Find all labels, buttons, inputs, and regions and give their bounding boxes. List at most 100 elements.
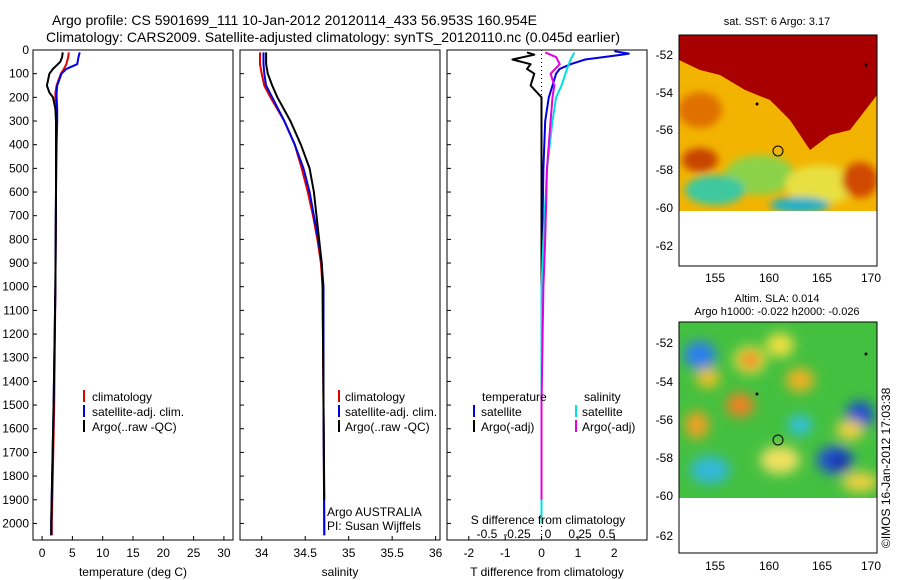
salinity-series bbox=[259, 52, 326, 536]
temperature-x-axis: 0 5 10 15 20 25 30 bbox=[39, 536, 231, 560]
sst-map-frame bbox=[678, 34, 878, 267]
s-tick: -0.5 bbox=[477, 527, 498, 541]
sla-dot bbox=[864, 352, 868, 356]
depth-tick-label: 1700 bbox=[2, 445, 29, 459]
difference-frame bbox=[446, 49, 648, 541]
temperature-xlabel: temperature (deg C) bbox=[79, 565, 187, 579]
x-tick-label: 15 bbox=[126, 546, 140, 560]
lat-tick: -56 bbox=[656, 123, 674, 137]
salinity-xlabel: salinity bbox=[322, 565, 359, 579]
sla-float-marker bbox=[772, 434, 784, 446]
s-tick: 0 bbox=[545, 527, 552, 541]
lat-tick: -58 bbox=[656, 163, 674, 177]
depth-tick-label: 200 bbox=[9, 90, 29, 104]
legend-title-salinity: salinity bbox=[584, 390, 621, 404]
legend-label-s-satellite: satellite bbox=[582, 405, 623, 419]
sst-lat-ticks: -52 -54 -56 -58 -60 -62 bbox=[656, 48, 674, 253]
x-tick-label: 0 bbox=[39, 546, 46, 560]
lat-tick: -52 bbox=[656, 336, 674, 350]
lon-tick: 165 bbox=[812, 271, 832, 285]
temperature-frame bbox=[32, 49, 234, 541]
series-line-sal-satellite bbox=[540, 51, 576, 524]
lat-tick: -56 bbox=[656, 413, 674, 427]
lat-tick: -54 bbox=[656, 86, 674, 100]
difference-series bbox=[511, 50, 630, 540]
depth-tick-label: 600 bbox=[9, 185, 29, 199]
difference-legend: temperature satellite Argo(-adj) salinit… bbox=[473, 390, 635, 434]
legend-label-climatology: climatology bbox=[92, 390, 152, 404]
sst-map-title: sat. SST: 6 Argo: 3.17 bbox=[724, 16, 830, 28]
depth-tick-label: 400 bbox=[9, 138, 29, 152]
depth-tick-label: 800 bbox=[9, 232, 29, 246]
depth-tick-label: 1100 bbox=[3, 303, 29, 317]
lon-tick: 155 bbox=[705, 271, 725, 285]
depth-tick-label: 1900 bbox=[2, 493, 29, 507]
sla-dot bbox=[755, 392, 759, 396]
legend-label-satellite: satellite-adj. clim. bbox=[345, 405, 437, 419]
x-tick-label: 5 bbox=[69, 546, 76, 560]
series-line-satellite bbox=[540, 50, 630, 524]
sla-map-title-line2: Argo h1000: -0.022 h2000: -0.026 bbox=[694, 306, 859, 318]
s-tick: 0.25 bbox=[568, 527, 592, 541]
series-line-argo bbox=[45, 52, 64, 536]
x-tick-label: 2 bbox=[611, 546, 618, 560]
x-tick-label: -1 bbox=[500, 546, 511, 560]
x-tick-label: 30 bbox=[217, 546, 231, 560]
float-pi: PI: Susan Wijffels bbox=[327, 519, 421, 533]
sla-lat-ticks: -52 -54 -56 -58 -60 -62 bbox=[656, 336, 674, 543]
depth-tick-label: 1200 bbox=[2, 327, 29, 341]
difference-xlabel: T difference from climatology bbox=[470, 565, 624, 579]
legend-label-t-satellite: satellite bbox=[481, 405, 522, 419]
series-line-satellite bbox=[262, 52, 326, 536]
lon-tick: 170 bbox=[861, 559, 881, 573]
depth-tick-label: 500 bbox=[9, 161, 29, 175]
depth-tick-label: 1000 bbox=[2, 280, 29, 294]
x-tick-label: 34.5 bbox=[294, 546, 318, 560]
lat-tick: -62 bbox=[656, 529, 674, 543]
salinity-legend: climatology satellite-adj. clim. Argo(..… bbox=[338, 390, 437, 434]
sst-dot bbox=[755, 102, 759, 106]
depth-tick-label: 300 bbox=[9, 114, 29, 128]
sst-field bbox=[679, 35, 877, 211]
depth-axis: 0 100 200 300 400 500 600 700 800 900 1000 1100 1200… bbox=[2, 43, 451, 530]
depth-tick-label: 1500 bbox=[2, 398, 29, 412]
salinity-panel: 34 34.5 35 35.5 36 salinity climatology sate… bbox=[239, 49, 443, 579]
lon-tick: 160 bbox=[759, 559, 779, 573]
legend-label-satellite: satellite-adj. clim. bbox=[92, 405, 184, 419]
x-tick-label: 1 bbox=[575, 546, 582, 560]
lat-tick: -60 bbox=[656, 489, 674, 503]
imos-credit: ©IMOS 16-Jan-2012 17:03:38 bbox=[879, 387, 893, 548]
depth-tick-label: 1300 bbox=[2, 351, 29, 365]
legend-label-s-argo: Argo(-adj) bbox=[582, 420, 635, 434]
float-operator: Argo AUSTRALIA bbox=[327, 505, 422, 519]
temperature-legend: climatology satellite-adj. clim. Argo(..… bbox=[83, 390, 184, 434]
legend-title-temperature: temperature bbox=[482, 390, 547, 404]
x-tick-label: 10 bbox=[96, 546, 110, 560]
lat-tick: -62 bbox=[656, 239, 674, 253]
sst-dot bbox=[864, 63, 868, 67]
depth-tick-label: 2000 bbox=[2, 516, 29, 530]
sla-map: Altim. SLA: 0.014 Argo h1000: -0.022 h20… bbox=[656, 293, 882, 573]
x-tick-label: -2 bbox=[463, 546, 474, 560]
lon-tick: 170 bbox=[861, 271, 881, 285]
sla-field bbox=[679, 322, 877, 498]
salinity-frame bbox=[239, 49, 441, 541]
x-tick-label: 35.5 bbox=[380, 546, 404, 560]
s-tick: -0.25 bbox=[503, 527, 531, 541]
salinity-x-axis: 34 34.5 35 35.5 36 bbox=[255, 536, 443, 560]
s-difference-label: S difference from climatology bbox=[471, 513, 626, 527]
depth-tick-label: 700 bbox=[9, 209, 29, 223]
x-tick-label: 35 bbox=[342, 546, 356, 560]
lon-tick: 160 bbox=[759, 271, 779, 285]
temperature-panel: 0100200300400500600700800900100011001200… bbox=[2, 43, 451, 579]
difference-x-axis: -2 -1 0 1 2 bbox=[463, 536, 618, 560]
sla-map-title-line1: Altim. SLA: 0.014 bbox=[735, 293, 820, 305]
lat-tick: -52 bbox=[656, 48, 674, 62]
x-tick-label: 20 bbox=[157, 546, 171, 560]
s-tick: 0.5 bbox=[599, 527, 616, 541]
sst-lon-ticks: 155 160 165 170 bbox=[705, 271, 881, 285]
lon-tick: 155 bbox=[705, 559, 725, 573]
sst-float-marker bbox=[772, 145, 784, 157]
temperature-series bbox=[45, 52, 81, 536]
